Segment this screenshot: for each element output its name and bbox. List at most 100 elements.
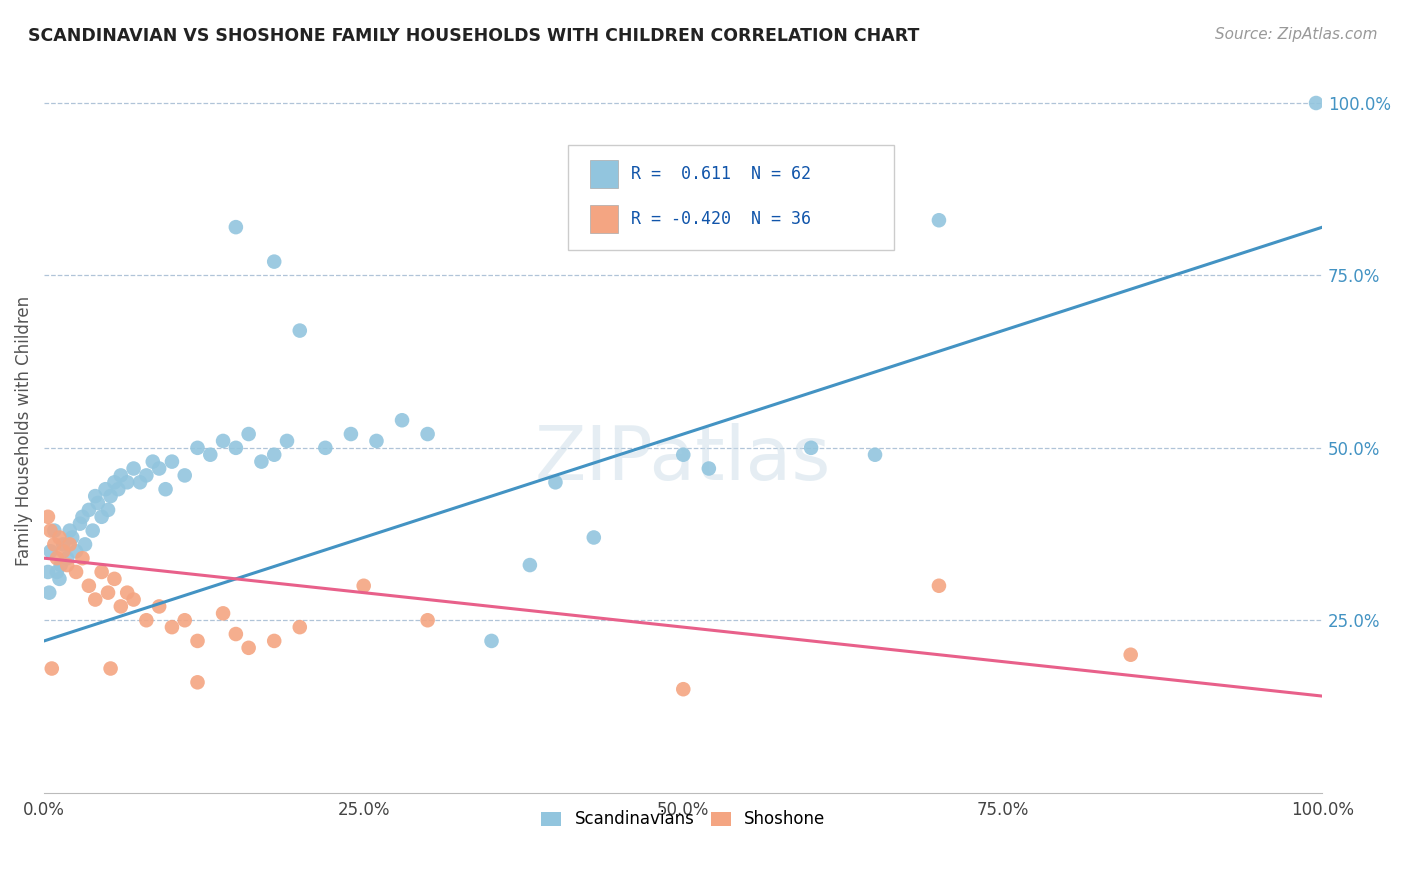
Point	[59, 537, 82, 551]
Point	[276, 434, 298, 448]
Point	[142, 455, 165, 469]
Y-axis label: Family Households with Children: Family Households with Children	[15, 295, 32, 566]
Point	[48, 531, 70, 545]
Point	[100, 661, 122, 675]
Point	[122, 461, 145, 475]
Point	[107, 482, 129, 496]
Point	[56, 558, 79, 572]
Text: R = -0.420  N = 36: R = -0.420 N = 36	[631, 211, 811, 228]
Point	[366, 434, 388, 448]
Point	[1119, 648, 1142, 662]
Point	[238, 640, 260, 655]
Point	[77, 503, 100, 517]
Point	[160, 620, 183, 634]
Point	[72, 551, 94, 566]
Point	[69, 516, 91, 531]
Point	[97, 503, 120, 517]
Point	[129, 475, 152, 490]
Point	[39, 544, 62, 558]
Point	[39, 524, 62, 538]
Point	[200, 448, 222, 462]
Point	[48, 572, 70, 586]
Point	[60, 531, 83, 545]
Point	[87, 496, 110, 510]
Point	[44, 524, 66, 538]
Point	[44, 537, 66, 551]
Point	[582, 531, 605, 545]
Point	[212, 434, 235, 448]
Point	[263, 448, 285, 462]
Text: R =  0.611  N = 62: R = 0.611 N = 62	[631, 165, 811, 183]
Point	[160, 455, 183, 469]
Point	[49, 558, 72, 572]
Point	[115, 585, 138, 599]
Point	[250, 455, 273, 469]
Point	[84, 592, 107, 607]
Point	[94, 482, 117, 496]
Point	[544, 475, 567, 490]
Point	[672, 682, 695, 697]
Point	[72, 509, 94, 524]
Point	[416, 613, 439, 627]
Point	[90, 565, 112, 579]
Point	[135, 613, 157, 627]
Point	[52, 537, 75, 551]
Point	[65, 565, 87, 579]
Point	[52, 544, 75, 558]
Point	[110, 468, 132, 483]
Point	[103, 572, 125, 586]
Point	[519, 558, 541, 572]
Point	[186, 441, 208, 455]
Point	[225, 220, 247, 235]
Point	[38, 585, 60, 599]
Point	[82, 524, 104, 538]
Legend: Scandinavians, Shoshone: Scandinavians, Shoshone	[534, 804, 832, 835]
Point	[115, 475, 138, 490]
Point	[481, 634, 503, 648]
Point	[391, 413, 413, 427]
Point	[37, 565, 59, 579]
Point	[90, 509, 112, 524]
Point	[863, 206, 886, 220]
Point	[225, 627, 247, 641]
Point	[697, 461, 720, 475]
Point	[863, 448, 886, 462]
Text: SCANDINAVIAN VS SHOSHONE FAMILY HOUSEHOLDS WITH CHILDREN CORRELATION CHART: SCANDINAVIAN VS SHOSHONE FAMILY HOUSEHOL…	[28, 27, 920, 45]
Point	[97, 585, 120, 599]
Point	[173, 468, 195, 483]
Point	[263, 634, 285, 648]
Point	[110, 599, 132, 614]
Text: ZIPatlas: ZIPatlas	[536, 423, 831, 496]
Point	[122, 592, 145, 607]
Point	[155, 482, 177, 496]
Point	[59, 524, 82, 538]
Point	[41, 661, 63, 675]
FancyBboxPatch shape	[591, 205, 619, 233]
Point	[135, 468, 157, 483]
FancyBboxPatch shape	[568, 145, 894, 250]
Point	[672, 448, 695, 462]
Point	[103, 475, 125, 490]
Point	[800, 441, 823, 455]
Point	[37, 509, 59, 524]
Point	[148, 461, 170, 475]
Point	[77, 579, 100, 593]
Point	[225, 441, 247, 455]
Point	[353, 579, 375, 593]
Point	[186, 675, 208, 690]
Point	[288, 324, 311, 338]
Point	[212, 607, 235, 621]
Point	[65, 544, 87, 558]
Point	[928, 579, 950, 593]
Point	[1305, 95, 1327, 110]
Point	[238, 427, 260, 442]
Point	[45, 565, 67, 579]
Point	[340, 427, 363, 442]
Point	[416, 427, 439, 442]
Point	[314, 441, 336, 455]
Point	[263, 254, 285, 268]
Point	[45, 551, 67, 566]
Point	[84, 489, 107, 503]
Point	[73, 537, 96, 551]
Point	[148, 599, 170, 614]
